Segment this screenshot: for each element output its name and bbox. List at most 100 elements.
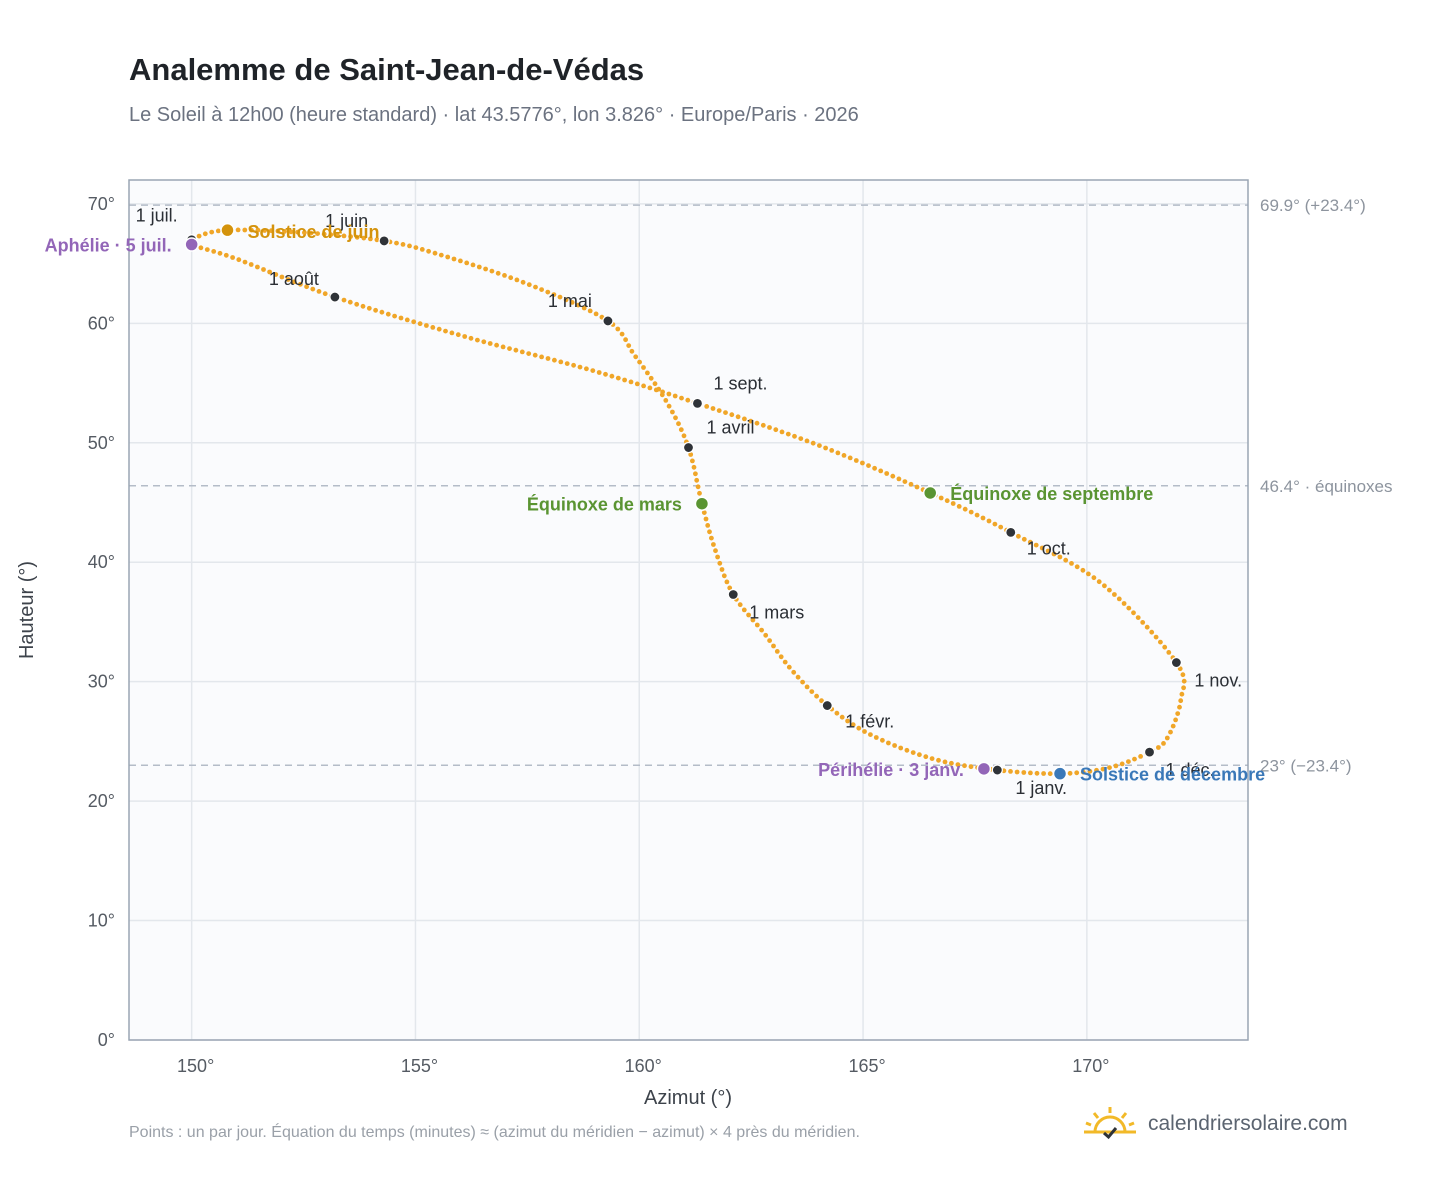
day-point: [929, 756, 935, 761]
day-point: [904, 747, 910, 753]
day-point: [673, 415, 678, 421]
day-point: [242, 259, 248, 265]
day-point: [1135, 615, 1141, 620]
day-point: [1008, 769, 1013, 774]
event-label: Équinoxe de septembre: [950, 483, 1153, 504]
day-point: [348, 234, 353, 240]
day-point: [248, 262, 254, 267]
day-point: [394, 240, 399, 246]
month-marker: [378, 235, 390, 247]
day-point: [532, 352, 538, 358]
day-point: [368, 236, 373, 242]
month-label: 1 oct.: [1027, 538, 1071, 558]
day-point: [704, 404, 710, 409]
day-point: [494, 342, 499, 348]
day-point: [759, 627, 764, 633]
footer-note: Points : un par jour. Équation du temps …: [129, 1124, 860, 1141]
y-tick-label: 10°: [88, 911, 115, 931]
day-point: [847, 455, 853, 461]
month-label: 1 juin: [325, 211, 368, 231]
day-point: [853, 458, 859, 463]
day-point: [974, 512, 980, 518]
day-point: [590, 368, 596, 373]
day-point: [641, 365, 646, 370]
day-point: [633, 354, 639, 360]
month-marker: [1143, 746, 1156, 758]
day-point: [956, 504, 962, 509]
day-point: [936, 757, 941, 763]
day-point: [694, 477, 700, 483]
day-point: [703, 516, 709, 522]
month-marker: [682, 441, 695, 454]
day-point: [558, 359, 564, 365]
sun-check-icon: [1084, 1107, 1136, 1140]
day-point: [1028, 770, 1033, 776]
day-point: [581, 305, 587, 311]
day-point: [814, 693, 819, 699]
day-point: [748, 418, 754, 424]
day-point: [275, 228, 281, 234]
day-point: [373, 307, 378, 313]
day-point: [721, 573, 727, 579]
day-point: [792, 433, 797, 439]
day-point: [209, 229, 215, 235]
day-point: [795, 674, 801, 680]
month-label: 1 sept.: [713, 373, 767, 393]
day-point: [942, 759, 948, 765]
day-point: [1168, 729, 1173, 735]
day-point: [1102, 583, 1107, 589]
day-point: [603, 371, 608, 377]
event-markers: Aphélie · 5 juil. Solstice de juin Équinox…: [45, 222, 1265, 784]
day-point: [902, 479, 908, 484]
day-point: [710, 406, 716, 411]
day-point: [878, 468, 884, 474]
day-point: [282, 229, 287, 234]
plot-frame: [128, 179, 1249, 1041]
day-point: [914, 484, 920, 490]
day-point: [366, 305, 372, 311]
day-point: [291, 279, 297, 285]
day-point: [715, 554, 720, 560]
day-point: [379, 309, 385, 315]
day-point: [513, 347, 519, 353]
day-point: [235, 227, 241, 233]
event-marker: [694, 496, 710, 511]
day-point: [986, 518, 992, 524]
day-point: [950, 501, 956, 506]
day-point: [746, 612, 751, 618]
analemma-curve: [186, 227, 1187, 777]
day-point: [670, 409, 675, 415]
day-point: [628, 379, 634, 385]
day-point: [400, 242, 406, 247]
brand-logo[interactable]: calendriersolaire.com: [1082, 1104, 1348, 1144]
day-point: [571, 362, 576, 368]
day-point: [1027, 539, 1033, 545]
day-point: [204, 247, 210, 253]
day-point: [1080, 567, 1086, 573]
day-point: [507, 346, 512, 351]
day-point: [860, 460, 865, 466]
y-tick-label: 0°: [98, 1030, 115, 1050]
day-point: [804, 684, 810, 690]
day-point: [1181, 678, 1187, 684]
day-point: [1057, 554, 1063, 560]
day-point: [615, 326, 621, 332]
y-tick-label: 50°: [88, 433, 115, 453]
day-point: [839, 714, 845, 720]
day-point: [685, 397, 691, 403]
day-point: [413, 245, 419, 251]
day-point: [476, 264, 482, 270]
day-point: [217, 250, 223, 256]
day-point: [1126, 605, 1132, 611]
day-point: [791, 669, 797, 675]
day-point: [676, 421, 681, 427]
axis-ticks: 150° 155° 160° 165° 170° 0° 10° 20° 30° 40° 50° 60°…: [88, 194, 1110, 1076]
day-point: [436, 326, 442, 332]
day-point: [526, 351, 532, 356]
day-point: [713, 548, 718, 554]
day-point: [315, 231, 320, 237]
day-point: [653, 387, 659, 393]
day-point: [1144, 624, 1150, 630]
y-axis-label: Hauteur (°): [16, 561, 38, 659]
day-point: [564, 361, 570, 366]
